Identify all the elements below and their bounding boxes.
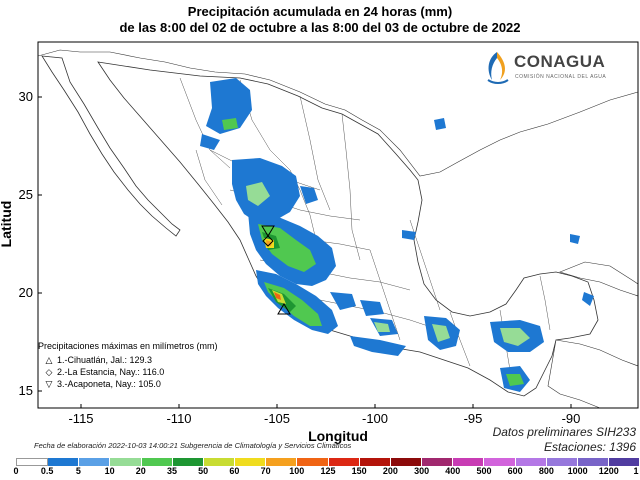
colorbar-labels: 0 0.5 5 10 20 35 50 60 70 100 125 150 200 300 400 500 60… — [0, 466, 640, 480]
map-subtitle: de las 8:00 del 02 de octubre a las 8:00… — [119, 20, 521, 35]
marker-acaponeta — [261, 225, 275, 237]
colorbar-label: 125 — [320, 466, 336, 476]
colorbar-segment — [577, 458, 609, 466]
colorbar-segment — [453, 458, 485, 466]
cuba — [559, 261, 638, 297]
colorbar-label: 20 — [135, 466, 146, 476]
colorbar-segment — [328, 458, 360, 466]
legend-item: ◇ 2.-La Estancia, Nay.: 116.0 — [38, 366, 228, 378]
conagua-logo: CONAGUA COMISIÓN NACIONAL DEL AGUA — [482, 50, 632, 90]
precipitation-areas — [200, 78, 594, 392]
stations-count: Estaciones: 1396 — [543, 440, 636, 454]
x-tick-label: -110 — [166, 411, 191, 426]
baja-california — [41, 55, 181, 237]
legend-item-text: 1.-Cihuatlán, Jal.: 129.3 — [57, 355, 153, 365]
preliminary-note: Datos preliminares SIH233 — [492, 425, 636, 439]
colorbar-label: 150 — [351, 466, 367, 476]
colorbar-segment — [203, 458, 236, 466]
colorbar-segment — [515, 458, 547, 466]
colorbar-label: 100 — [289, 466, 305, 476]
colorbar-label: 1000 — [567, 466, 588, 476]
triangle-up-icon: △ — [45, 355, 53, 365]
colorbar-label: 0.5 — [40, 466, 54, 476]
legend-item-text: 3.-Acaponeta, Nay.: 105.0 — [57, 379, 161, 389]
colorbar-segment — [110, 458, 142, 466]
colorbar-label: 5 — [75, 466, 81, 476]
x-axis-title: Longitud — [308, 428, 368, 444]
colorbar-label: 1 — [633, 466, 639, 476]
elaboration-note: Fecha de elaboración 2022-10-03 14:00:21… — [34, 441, 352, 450]
colorbar-segment — [422, 458, 454, 466]
colorbar-label: 50 — [198, 466, 209, 476]
map-title: Precipitación acumulada en 24 horas (mm) — [187, 4, 453, 19]
y-tick-label: 25 — [19, 187, 33, 202]
logo-subtitle: COMISIÓN NACIONAL DEL AGUA — [515, 74, 607, 80]
colorbar-segment — [172, 458, 204, 466]
legend-item: ▽ 3.-Acaponeta, Nay.: 105.0 — [38, 378, 228, 390]
marker-la-estancia — [262, 235, 274, 247]
colorbar-segment — [48, 458, 80, 466]
colorbar-segment — [16, 458, 49, 466]
y-axis-title: Latitud — [0, 201, 14, 248]
precip-colorbar — [16, 458, 640, 466]
x-tick-label: -115 — [68, 411, 93, 426]
y-tick-label: 20 — [19, 285, 33, 300]
colorbar-segment — [484, 458, 516, 466]
triangle-down-icon: ▽ — [45, 379, 53, 389]
central-america — [547, 339, 638, 408]
y-tick-label: 15 — [19, 383, 33, 398]
colorbar-segment — [608, 458, 640, 466]
colorbar-segment — [141, 458, 173, 466]
colorbar-label: 10 — [104, 466, 115, 476]
colorbar-label: 600 — [507, 466, 523, 476]
colorbar-segment — [235, 458, 267, 466]
max-precip-legend: Precipitaciones máximas en milímetros (m… — [38, 340, 228, 390]
legend-title: Precipitaciones máximas en milímetros (m… — [38, 341, 218, 351]
colorbar-segment — [390, 458, 423, 466]
x-tick-label: -95 — [464, 411, 483, 426]
usa-landmass — [38, 42, 638, 177]
x-tick-label: -105 — [264, 411, 290, 426]
colorbar-segment — [266, 458, 298, 466]
colorbar-label: 200 — [382, 466, 398, 476]
y-tick-marks — [38, 96, 42, 392]
colorbar-label: 70 — [260, 466, 271, 476]
colorbar-segment — [546, 458, 578, 466]
y-tick-label: 30 — [19, 89, 33, 104]
mexico-mainland — [97, 61, 599, 397]
colorbar-label: 1200 — [598, 466, 619, 476]
legend-item-text: 2.-La Estancia, Nay.: 116.0 — [57, 367, 165, 377]
colorbar-label: 500 — [476, 466, 492, 476]
station-markers — [261, 225, 291, 315]
colorbar-label: 0 — [13, 466, 19, 476]
x-tick-marks — [80, 404, 572, 408]
colorbar-label: 60 — [229, 466, 240, 476]
colorbar-label: 400 — [445, 466, 461, 476]
x-tick-label: -90 — [562, 411, 581, 426]
marker-cihuatlan — [277, 303, 291, 315]
colorbar-label: 35 — [166, 466, 178, 476]
x-tick-label: -100 — [362, 411, 388, 426]
diamond-icon: ◇ — [45, 367, 53, 377]
map-frame — [37, 41, 639, 409]
colorbar-segment — [79, 458, 111, 466]
colorbar-label: 800 — [538, 466, 554, 476]
colorbar-segment — [359, 458, 391, 466]
colorbar-label: 300 — [414, 466, 430, 476]
conagua-emblem-icon — [487, 52, 509, 84]
colorbar-segment — [297, 458, 329, 466]
logo-name: CONAGUA — [514, 52, 606, 71]
legend-item: △ 1.-Cihuatlán, Jal.: 129.3 — [38, 354, 228, 366]
